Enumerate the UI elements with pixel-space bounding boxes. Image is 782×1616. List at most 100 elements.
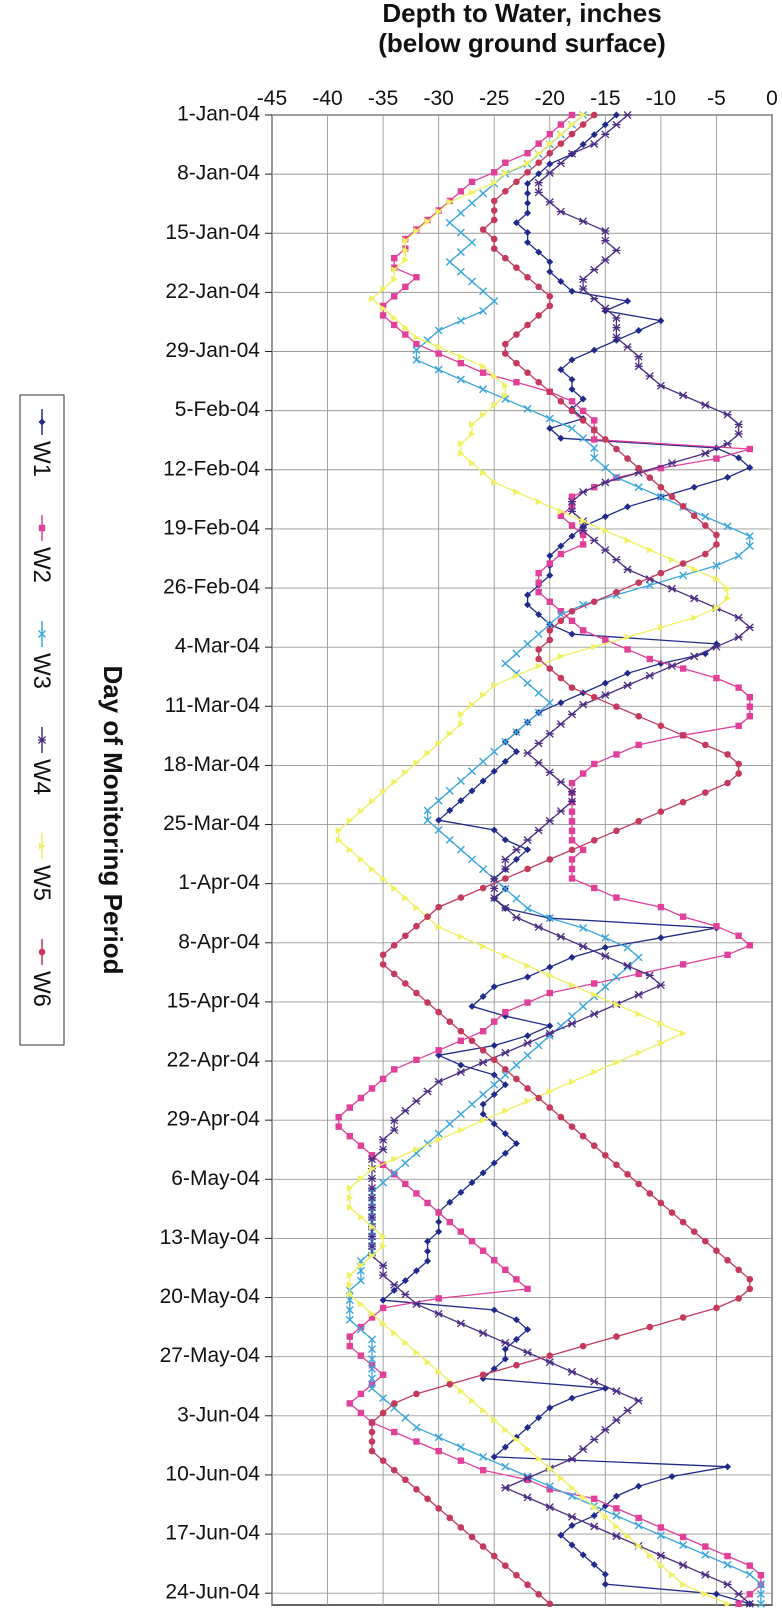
data-point-w5 [569, 981, 576, 989]
data-point-w3 [534, 1041, 543, 1050]
data-point-w6 [690, 1228, 698, 1235]
data-point-w1 [501, 1443, 509, 1451]
data-point-w3 [490, 747, 499, 756]
data-point-w4 [612, 1532, 621, 1541]
data-point-w2 [557, 512, 565, 520]
data-point-w5 [413, 1145, 420, 1153]
data-point-w2 [402, 331, 409, 338]
data-point-w1 [512, 1335, 520, 1343]
data-point-w1 [579, 140, 587, 148]
data-point-w5 [346, 846, 354, 854]
data-point-w1 [479, 777, 487, 785]
data-point-w1 [435, 816, 443, 824]
data-point-w6 [613, 588, 620, 596]
data-point-w1 [568, 953, 576, 961]
data-point-w6 [735, 1295, 742, 1302]
data-point-w6 [590, 426, 598, 434]
data-point-w4 [612, 314, 621, 322]
data-point-w5 [413, 904, 420, 912]
data-point-w3 [545, 620, 554, 629]
data-point-w1 [490, 1306, 498, 1314]
data-point-w6 [568, 1123, 576, 1130]
data-point-w3 [534, 688, 543, 697]
data-point-w3 [679, 1541, 688, 1550]
data-point-w6 [490, 207, 498, 214]
data-point-w2 [524, 149, 531, 157]
data-point-w2 [557, 121, 565, 128]
data-point-w4 [501, 1338, 510, 1347]
data-point-w6 [535, 159, 542, 167]
data-point-w3 [434, 826, 443, 835]
data-point-w2 [746, 703, 753, 710]
data-point-w2 [535, 140, 542, 147]
data-point-w1 [535, 170, 543, 178]
data-point-w3 [545, 698, 554, 707]
data-point-w5 [346, 1281, 354, 1289]
data-point-w1 [724, 473, 732, 481]
data-point-w1 [524, 591, 532, 599]
data-point-w2 [568, 779, 576, 787]
data-point-w1 [601, 121, 609, 129]
data-point-w6 [524, 1581, 531, 1589]
data-point-w5 [557, 1474, 565, 1482]
data-point-w2 [568, 522, 576, 529]
data-point-w1 [379, 1296, 387, 1304]
data-point-w1 [535, 248, 543, 256]
data-point-w6 [679, 732, 687, 739]
data-point-w3 [579, 923, 588, 932]
data-point-w4 [579, 217, 588, 226]
data-point-w6 [402, 1476, 409, 1484]
data-point-w1 [546, 424, 554, 432]
data-point-w4 [456, 1068, 465, 1077]
data-point-w2 [546, 598, 553, 605]
y-axis-title-line2: (below ground surface) [378, 28, 665, 58]
data-point-w4 [368, 1184, 376, 1193]
data-point-w6 [524, 168, 531, 176]
data-point-w5 [535, 150, 543, 158]
data-point-w4 [501, 855, 510, 864]
data-point-w6 [368, 1419, 376, 1426]
data-point-w1 [657, 317, 665, 325]
data-point-w4 [412, 1300, 421, 1309]
data-point-w6 [546, 665, 554, 672]
data-point-w4 [656, 981, 665, 990]
data-point-w1 [590, 346, 598, 354]
data-point-w4 [534, 758, 543, 767]
data-point-w5 [357, 807, 365, 815]
data-point-w2 [568, 837, 576, 844]
data-point-w4 [401, 1290, 410, 1299]
x-tick-label: 13-May-04 [160, 1226, 261, 1249]
data-point-w2 [568, 818, 576, 825]
legend-marker [38, 418, 46, 426]
data-point-w6 [702, 522, 709, 529]
data-point-w2 [702, 1543, 709, 1550]
data-point-w5 [480, 411, 487, 419]
data-point-w4 [568, 149, 576, 158]
data-point-w4 [634, 362, 643, 371]
data-point-w1 [457, 1188, 465, 1196]
data-point-w5 [591, 1068, 598, 1076]
data-point-w5 [502, 391, 509, 399]
data-point-w6 [535, 1094, 542, 1102]
data-point-w1 [524, 1326, 532, 1334]
data-point-w5 [502, 382, 509, 390]
data-point-w2 [346, 1104, 353, 1111]
data-point-w2 [402, 283, 409, 290]
data-point-w2 [357, 1142, 365, 1149]
data-point-w6 [713, 541, 720, 548]
data-point-w3 [512, 894, 521, 903]
data-point-w5 [357, 1261, 365, 1269]
data-point-w4 [368, 1155, 376, 1164]
data-point-w6 [635, 1180, 642, 1188]
data-point-w2 [646, 655, 653, 663]
data-point-w5 [391, 1155, 398, 1163]
data-point-w6 [668, 1209, 676, 1216]
data-point-w3 [745, 1570, 754, 1579]
data-point-w6 [502, 254, 509, 262]
data-point-w5 [369, 1252, 376, 1260]
x-tick-label: 5-Feb-04 [175, 398, 261, 421]
data-point-w3 [368, 1374, 376, 1383]
data-point-w1 [446, 806, 454, 814]
data-point-w1 [568, 1521, 576, 1529]
data-point-w4 [701, 1570, 710, 1579]
